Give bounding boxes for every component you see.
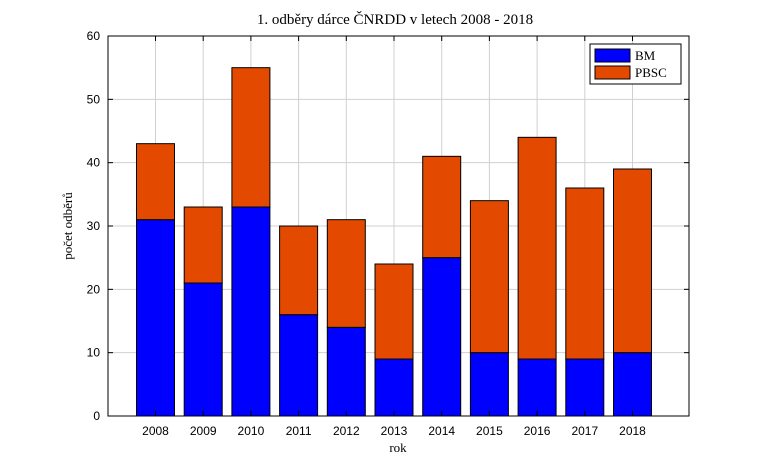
bar-bm-2010 [231,206,271,417]
bar-pbsc-2012 [326,219,366,328]
x-tick-label: 2016 [524,424,551,438]
legend-label-pbsc: PBSC [635,65,667,80]
x-tick-label: 2013 [381,424,408,438]
chart-title: 1. odběry dárce ČNRDD v letech 2008 - 20… [257,11,533,28]
bar-pbsc-2018 [613,168,652,354]
x-tick-label: 2008 [142,424,169,438]
bar-pbsc-2014 [422,155,462,259]
legend-label-bm: BM [635,48,656,63]
bar-pbsc-2016 [517,136,557,360]
x-axis-label: rok [389,440,407,455]
bar-bm-2015 [469,352,509,417]
bar-bm-2011 [279,314,319,417]
legend-swatch-bm [594,48,631,63]
bar-pbsc-2013 [374,263,414,360]
x-tick-label: 2014 [428,424,455,438]
bar-bm-2018 [613,352,652,417]
x-tick-label: 2012 [333,424,360,438]
y-axis-label: počet odběrů [60,192,75,260]
bar-bm-2013 [374,358,414,417]
x-tick-label: 2018 [619,424,646,438]
bar-pbsc-2010 [231,67,271,208]
y-axis: 0 10 20 30 40 50 60 [87,29,689,423]
y-tick-label: 50 [87,92,101,106]
bar-bm-2014 [422,257,462,417]
bar-bm-2017 [565,358,605,417]
bar-pbsc-2015 [469,200,509,354]
bar-bm-2012 [326,326,366,417]
bar-bm-2016 [517,358,557,417]
x-axis: 2008 2009 2010 2011 2012 2013 2014 2015 2016 2017… [142,36,646,438]
bars [136,67,652,417]
x-tick-label: 2009 [190,424,217,438]
x-tick-label: 2017 [571,424,598,438]
x-tick-label: 2015 [476,424,503,438]
legend-swatch-pbsc [594,65,631,80]
bar-pbsc-2011 [279,225,319,316]
y-tick-label: 10 [87,346,101,360]
x-tick-label: 2010 [238,424,265,438]
bar-bm-2008 [136,219,175,417]
y-tick-label: 20 [87,282,101,296]
bar-pbsc-2017 [565,187,605,360]
bar-pbsc-2008 [136,143,175,221]
bar-bm-2009 [183,282,223,417]
legend: BM PBSC [589,43,682,85]
y-tick-label: 30 [87,219,101,233]
y-tick-label: 60 [87,29,101,43]
bar-pbsc-2009 [183,206,223,284]
x-tick-label: 2011 [286,424,312,438]
y-tick-label: 40 [87,156,101,170]
y-tick-label: 0 [93,409,100,423]
